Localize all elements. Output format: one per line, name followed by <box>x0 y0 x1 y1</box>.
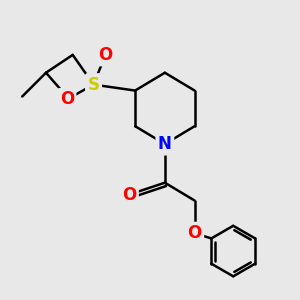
Text: O: O <box>188 224 202 242</box>
Text: O: O <box>122 186 136 204</box>
Text: S: S <box>88 76 100 94</box>
Text: O: O <box>60 91 74 109</box>
Text: N: N <box>158 135 172 153</box>
Text: O: O <box>98 46 112 64</box>
